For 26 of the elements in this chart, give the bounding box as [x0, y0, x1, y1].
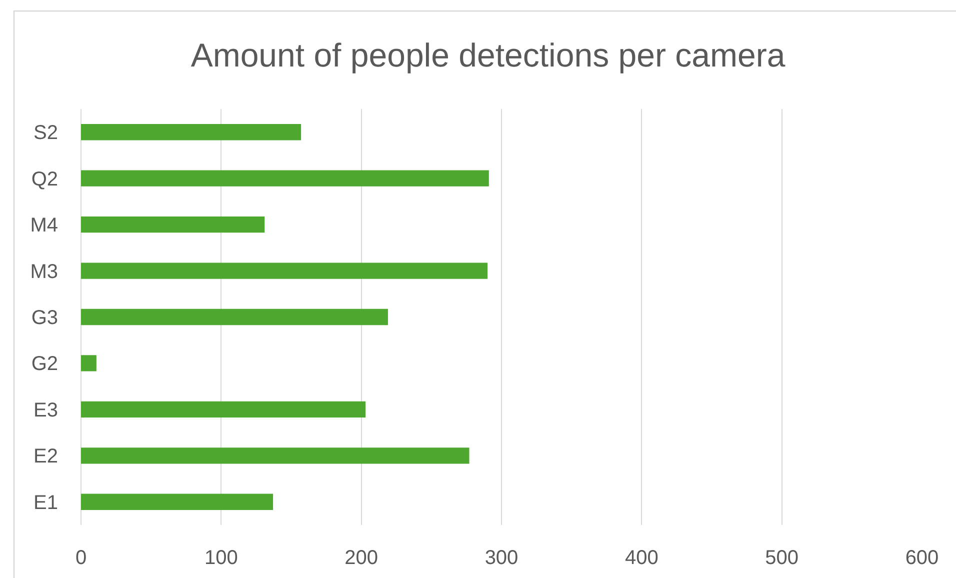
x-tick-label: 0 [75, 547, 87, 569]
bar [81, 448, 470, 464]
bar [81, 494, 274, 510]
bar [81, 355, 96, 372]
x-tick-label: 500 [765, 547, 799, 569]
y-tick-label: E3 [34, 399, 58, 422]
bar [81, 308, 388, 326]
bar [81, 170, 489, 186]
y-tick-label: S2 [34, 122, 58, 144]
y-tick-label: Q2 [31, 168, 58, 190]
y-tick-label: G2 [31, 353, 58, 376]
y-tick-label: M3 [30, 260, 58, 283]
bar [81, 216, 265, 233]
bar [81, 124, 302, 140]
bar [81, 401, 366, 418]
y-tick-label: E2 [34, 446, 58, 468]
chart-title: Amount of people detections per camera [190, 36, 786, 74]
x-tick-label: 300 [484, 547, 518, 569]
x-tick-label: 600 [905, 547, 939, 569]
x-tick-label: 400 [624, 547, 658, 569]
x-tick-label: 100 [204, 547, 238, 569]
y-tick-label: E1 [34, 492, 58, 514]
x-tick-label: 200 [344, 547, 378, 569]
y-tick-label: G3 [31, 307, 58, 329]
bar [81, 262, 488, 279]
y-tick-label: M4 [30, 214, 58, 237]
